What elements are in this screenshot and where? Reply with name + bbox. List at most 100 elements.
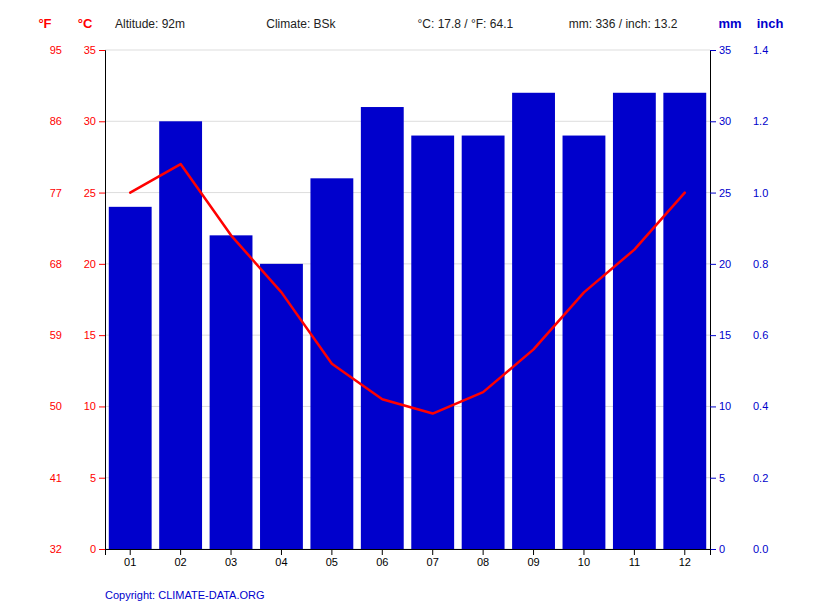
tick: 0.8	[750, 258, 768, 270]
marks	[109, 93, 706, 549]
y4-axis: 0.0 0.2 0.4 0.6 0.8 1.0 1.2 1.4	[750, 44, 768, 555]
axis-line	[711, 51, 717, 550]
tick: 30	[710, 115, 731, 127]
tick-mark	[710, 478, 716, 479]
tick-mark	[180, 549, 181, 555]
axis-title: inch	[757, 16, 784, 31]
tick-mark	[99, 406, 105, 407]
tick: 0.2	[750, 472, 768, 484]
tick-mark	[710, 50, 716, 51]
tick: 12	[679, 549, 691, 568]
tick-label: 06	[376, 556, 388, 568]
tick: 06	[376, 549, 388, 568]
tick-label: 0.0	[753, 543, 768, 555]
y3-axis: 3241505968778695	[50, 44, 65, 555]
tick-label: 30	[719, 115, 731, 127]
bar	[613, 93, 656, 549]
tick-label: 02	[175, 556, 187, 568]
tick: 10	[710, 400, 731, 412]
bar	[663, 93, 706, 549]
bar	[512, 93, 555, 549]
tick-mark	[99, 478, 105, 479]
tick-mark	[432, 549, 433, 555]
tick-mark	[684, 549, 685, 555]
tick-label: 5	[719, 472, 725, 484]
caption: Copyright: CLIMATE-DATA.ORG	[105, 589, 265, 601]
axis-title: mm	[718, 16, 741, 31]
tick: 59	[50, 329, 65, 341]
tick-label: 5	[90, 472, 96, 484]
tick-label: 59	[50, 329, 62, 341]
tick-mark	[710, 335, 716, 336]
tick: 0.4	[750, 400, 768, 412]
tick: 15	[84, 329, 105, 341]
axis-title: °F	[38, 16, 51, 31]
tick: 1.0	[750, 187, 768, 199]
tick: 07	[427, 549, 439, 568]
tick: 20	[84, 258, 105, 270]
tick-mark	[99, 50, 105, 51]
tick-label: 35	[84, 44, 96, 56]
tick-label: 30	[84, 115, 96, 127]
tick-label: 41	[50, 472, 62, 484]
tick: 25	[84, 187, 105, 199]
axis-line	[106, 550, 711, 556]
tick: 0	[90, 543, 105, 555]
tick-label: 68	[50, 258, 62, 270]
tick-label: 20	[84, 258, 96, 270]
axis-line	[99, 51, 106, 550]
tick-mark	[99, 335, 105, 336]
tick: 05	[326, 549, 338, 568]
tick: 5	[90, 472, 105, 484]
tick: 5	[710, 472, 725, 484]
tick: 77	[50, 187, 65, 199]
tick: 86	[50, 115, 65, 127]
tick-mark	[281, 549, 282, 555]
bar	[411, 136, 454, 549]
bar-series	[109, 93, 706, 549]
plot: 0510152025303532415059687786950510152025…	[50, 44, 769, 568]
tick-label: 0	[90, 543, 96, 555]
tick-mark	[99, 264, 105, 265]
tick-label: 1.0	[753, 187, 768, 199]
tick-label: 15	[719, 329, 731, 341]
tick-mark	[710, 193, 716, 194]
tick-label: 03	[225, 556, 237, 568]
tick-label: 0	[719, 543, 725, 555]
bar	[260, 264, 303, 549]
tick-label: 20	[719, 258, 731, 270]
tick-mark	[382, 549, 383, 555]
tick: 1.4	[750, 44, 768, 56]
tick-label: 04	[275, 556, 287, 568]
tick: 10	[578, 549, 590, 568]
tick-mark	[331, 549, 332, 555]
tick: 32	[50, 543, 65, 555]
chart: 0510152025303532415059687786950510152025…	[0, 0, 815, 611]
tick: 04	[275, 549, 287, 568]
tick-mark	[533, 549, 534, 555]
tick: 10	[84, 400, 105, 412]
annotation: Altitude: 92m	[115, 17, 185, 31]
tick: 35	[84, 44, 105, 56]
tick: 68	[50, 258, 65, 270]
tick-label: 11	[629, 556, 640, 568]
tick-mark	[634, 549, 635, 555]
tick-label: 86	[50, 115, 62, 127]
tick-label: 25	[84, 187, 96, 199]
tick-mark	[99, 193, 105, 194]
tick-mark	[99, 549, 105, 550]
annotation: mm: 336 / inch: 13.2	[569, 17, 678, 31]
grid-line	[105, 50, 710, 51]
tick-mark	[130, 549, 131, 555]
axis-title: °C	[78, 16, 93, 31]
tick-label: 32	[50, 543, 62, 555]
tick: 01	[124, 549, 136, 568]
bar	[109, 207, 152, 549]
tick: 1.2	[750, 115, 768, 127]
grid	[105, 50, 710, 549]
tick-mark	[483, 549, 484, 555]
tick: 08	[477, 549, 489, 568]
tick-label: 0.4	[753, 400, 768, 412]
tick-label: 95	[50, 44, 62, 56]
tick-label: 0.6	[753, 329, 768, 341]
